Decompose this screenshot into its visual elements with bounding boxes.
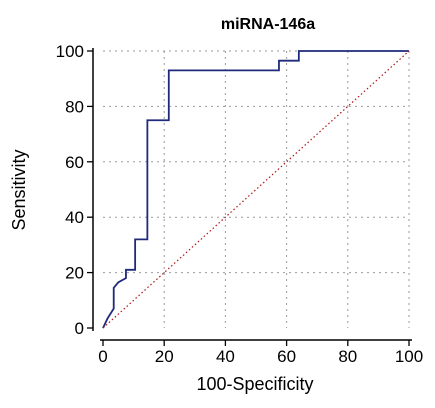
y-tick-label: 20 — [65, 264, 84, 283]
reference-diagonal-line — [102, 50, 410, 329]
x-tick-label: 40 — [216, 347, 235, 366]
tick-labels: 0 20 40 60 80 100 0 20 40 60 80 100 — [56, 42, 424, 366]
chart-title: miRNA-146a — [221, 16, 315, 33]
x-tick-label: 60 — [277, 347, 296, 366]
axes — [87, 48, 412, 346]
x-axis-label: 100-Specificity — [196, 374, 313, 394]
y-tick-label: 40 — [65, 208, 84, 227]
x-tick-label: 100 — [395, 347, 423, 366]
y-tick-label: 0 — [75, 319, 84, 338]
y-tick-label: 80 — [65, 97, 84, 116]
y-axis-label: Sensitivity — [9, 149, 29, 230]
y-tick-label: 60 — [65, 153, 84, 172]
roc-curve-line — [102, 50, 409, 329]
x-tick-label: 0 — [98, 347, 107, 366]
grid — [103, 50, 410, 328]
series — [102, 50, 410, 329]
x-tick-label: 20 — [155, 347, 174, 366]
x-tick-label: 80 — [338, 347, 357, 366]
y-tick-label: 100 — [56, 42, 84, 61]
